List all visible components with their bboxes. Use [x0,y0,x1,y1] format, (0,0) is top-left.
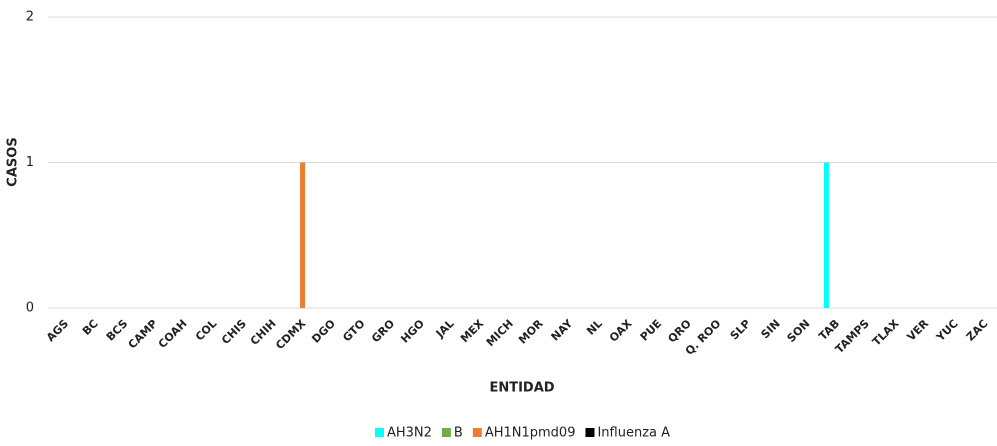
x-tick-label: DGO [309,317,338,346]
x-tick-label: OAX [607,317,635,345]
x-tick-label: BC [80,317,101,338]
legend: AH3N2 B AH1N1pmd09 Influenza A [374,426,670,441]
x-tick-label: TAB [816,317,842,343]
x-tick-label: TLAX [870,317,902,349]
y-tick-label: 2 [26,10,34,25]
legend-swatch [374,428,384,437]
x-tick-label: SLP [728,317,753,342]
x-tick-label: YUC [933,317,961,345]
legend-swatch [441,428,451,437]
x-tick-label: NAY [549,316,576,343]
legend-swatch [472,428,482,437]
x-tick-label: MICH [484,317,516,349]
legend-label: AH3N2 [387,426,432,441]
x-tick-label: CHIS [219,317,249,347]
x-tick-label: CDMX [273,317,308,352]
x-tick-label: JAL [433,317,457,341]
y-tick-label: 1 [26,155,34,170]
y-axis-label: CASOS [6,137,21,186]
x-tick-label: ZAC [964,317,991,344]
bar [300,162,306,308]
x-tick-label: COL [193,317,219,343]
x-tick-label: VER [905,317,932,344]
x-axis-label: ENTIDAD [489,381,554,396]
legend-label: AH1N1pmd09 [485,426,576,441]
x-tick-label: MOR [516,317,546,347]
legend-label: Influenza A [597,426,670,441]
x-tick-label: HGO [398,317,427,346]
x-tick-label: GRO [369,317,397,345]
x-tick-label: MEX [458,317,487,346]
x-tick-label: PUE [638,317,665,344]
x-tick-label: COAH [156,317,190,351]
x-tick-label: SIN [759,317,783,341]
x-tick-label: SON [785,317,813,345]
x-tick-label: BCS [104,317,131,344]
legend-swatch [585,428,595,437]
y-tick-label: 0 [26,301,34,316]
legend-label: B [454,426,463,441]
x-tick-label: NL [584,317,605,338]
bar [823,162,829,308]
x-tick-label: GTO [340,317,367,344]
x-tick-label: AGS [44,317,71,344]
x-tick-label: CAMP [126,317,160,351]
